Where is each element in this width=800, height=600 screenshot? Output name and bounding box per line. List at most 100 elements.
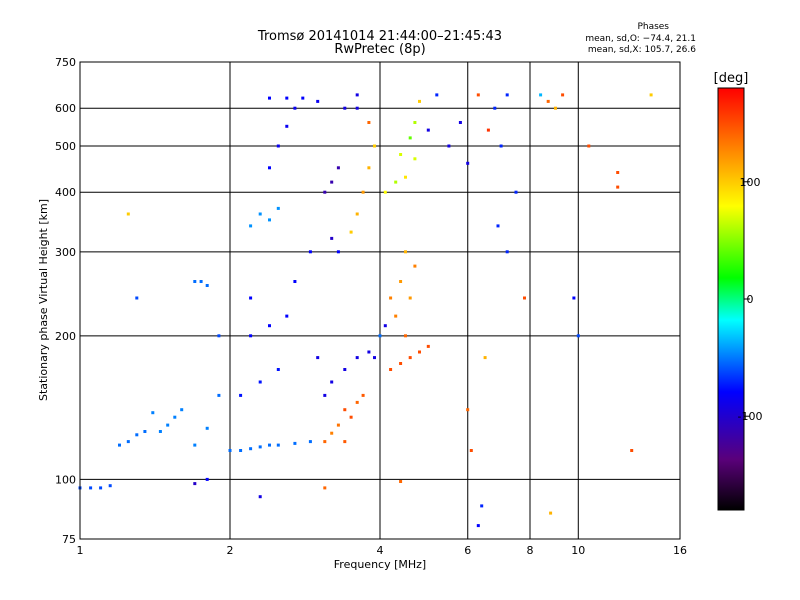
data-point [373, 356, 376, 360]
data-point [343, 106, 347, 110]
data-point [394, 180, 398, 184]
data-point [293, 441, 297, 445]
data-point [561, 93, 565, 97]
data-point [151, 411, 155, 415]
colorbar-ticks: 100 0 -100 [738, 176, 763, 423]
data-point [285, 124, 289, 128]
data-point [268, 218, 271, 222]
data-point [193, 443, 197, 447]
data-point [505, 250, 509, 254]
phases-label: Phases [637, 22, 669, 32]
data-point [630, 449, 634, 452]
y-tick-label: 200 [55, 330, 76, 343]
x-tick-label: 2 [227, 544, 234, 557]
data-point [330, 236, 334, 240]
data-point [549, 511, 553, 515]
data-point [199, 280, 203, 283]
data-point [239, 449, 243, 452]
data-point [276, 443, 280, 447]
data-point [389, 368, 393, 371]
data-point [426, 128, 430, 132]
data-point [323, 486, 327, 490]
data-point [418, 99, 421, 103]
data-point [285, 96, 289, 100]
data-point [205, 284, 209, 287]
data-point [193, 482, 197, 486]
x-tick-label: 1 [77, 544, 84, 557]
data-point [330, 431, 334, 435]
data-point [404, 175, 407, 179]
data-point [355, 93, 359, 97]
data-point [330, 180, 334, 184]
data-point [361, 190, 365, 194]
data-point [587, 144, 591, 148]
data-point [404, 334, 407, 338]
data-point [413, 121, 417, 124]
data-point [249, 447, 253, 451]
data-point [469, 449, 473, 452]
plot-area: 1 2 4 6 8 10 16 75 100 200 300 400 500 600 750 [55, 56, 687, 557]
x-axis-ticks: 1 2 4 6 8 10 16 [77, 544, 688, 557]
data-point [135, 433, 139, 437]
data-point [399, 153, 403, 156]
colorbar-label: [deg] [714, 71, 749, 86]
data-point [276, 368, 280, 371]
colorbar: [deg] 100 0 -100 [714, 71, 763, 511]
data-point [301, 96, 305, 100]
x-tick-label: 4 [377, 544, 384, 557]
data-point [616, 171, 620, 174]
data-point [435, 93, 439, 97]
data-point [336, 250, 340, 254]
data-point [373, 144, 376, 148]
data-point [118, 443, 121, 447]
y-tick-label: 600 [55, 102, 76, 115]
data-point [268, 166, 271, 170]
y-tick-label: 300 [55, 246, 76, 259]
data-point [505, 93, 509, 97]
data-point [426, 344, 430, 348]
colorbar-tick-label: 100 [740, 176, 761, 189]
data-point [514, 190, 518, 194]
data-point [408, 296, 412, 300]
data-point [258, 380, 262, 384]
data-point [135, 296, 139, 300]
data-point [205, 426, 209, 430]
data-point [367, 121, 371, 124]
data-point [166, 423, 170, 427]
data-point [276, 206, 280, 210]
y-axis-label: Stationary phase Virtual Height [km] [37, 199, 50, 401]
data-points [78, 93, 653, 528]
data-point [268, 443, 271, 447]
data-point [343, 368, 347, 371]
data-point [361, 393, 365, 397]
data-point [572, 296, 576, 300]
plot-frame [79, 61, 681, 540]
data-point [217, 334, 221, 338]
data-point [349, 230, 353, 234]
data-point [383, 324, 387, 328]
colorbar-tick-label: -100 [738, 410, 763, 423]
data-point [413, 157, 417, 161]
data-point [258, 445, 262, 449]
data-point [293, 280, 297, 283]
data-point [323, 440, 327, 444]
data-point [108, 484, 112, 488]
data-point [343, 440, 347, 444]
x-tick-label: 10 [571, 544, 585, 557]
data-point [576, 334, 580, 338]
data-point [649, 93, 653, 97]
colorbar-tick-label: 0 [747, 293, 754, 306]
data-point [399, 480, 403, 483]
data-point [413, 264, 417, 268]
data-point [343, 408, 347, 412]
data-point [323, 393, 327, 397]
data-point [476, 524, 480, 528]
data-point [355, 106, 359, 110]
data-point [228, 449, 232, 452]
data-point [383, 190, 387, 194]
x-tick-label: 6 [464, 544, 471, 557]
data-point [389, 296, 393, 300]
data-point [323, 190, 327, 194]
data-point [355, 212, 359, 216]
x-tick-label: 16 [673, 544, 687, 557]
